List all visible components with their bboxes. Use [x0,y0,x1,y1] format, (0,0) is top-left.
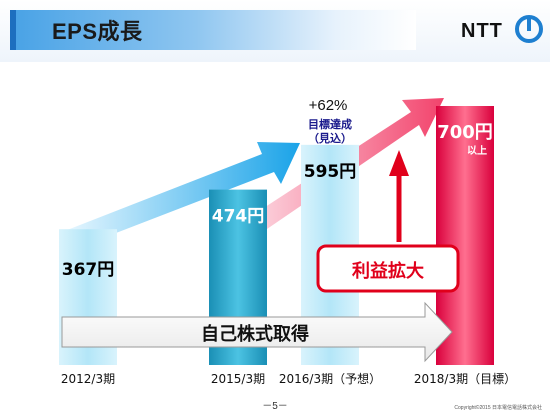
buyback-label: 自己株式取得 [201,323,309,345]
x-axis: 2012/3期 2015/3期 2016/3期（予想） 2018/3期（目標） [61,371,516,386]
growth-annotation: +62% [309,97,348,114]
eps-chart: 利益拡大 自己株式取得 +62% 目標達成 （見込） 367円 474円 595円 7… [59,97,516,386]
ntt-logo-icon [515,15,543,43]
copyright: Copyright©2015 日本電信電話株式会社 [454,405,542,411]
data-label-suffix: 以上 [467,144,487,157]
data-label-2: 474円 [212,207,265,227]
profit-expansion-box: 利益拡大 [316,244,460,293]
data-label-4: 700円 [437,122,493,143]
page-number: －5－ [262,401,288,412]
page-title: EPS成長 [52,19,143,44]
x-tick-label-1: 2012/3期 [61,372,115,386]
buyback-arrow: 自己株式取得 [61,301,453,363]
x-tick-label-2: 2015/3期 [211,372,265,386]
bar-4 [436,106,494,365]
profit-expansion-label: 利益拡大 [352,260,424,282]
profit-arrow [389,150,409,242]
data-label-3: 595円 [304,162,357,182]
x-tick-label-4: 2018/3期（目標） [414,372,516,386]
target-status-label: 目標達成 [308,117,352,131]
growth-arrow-blue [62,142,300,248]
title-box [10,10,416,50]
target-status-sub-label: （見込） [308,131,352,145]
data-label-1: 367円 [62,260,115,280]
ntt-logo-text: NTT [461,20,503,42]
x-tick-label-3: 2016/3期（予想） [279,371,381,386]
